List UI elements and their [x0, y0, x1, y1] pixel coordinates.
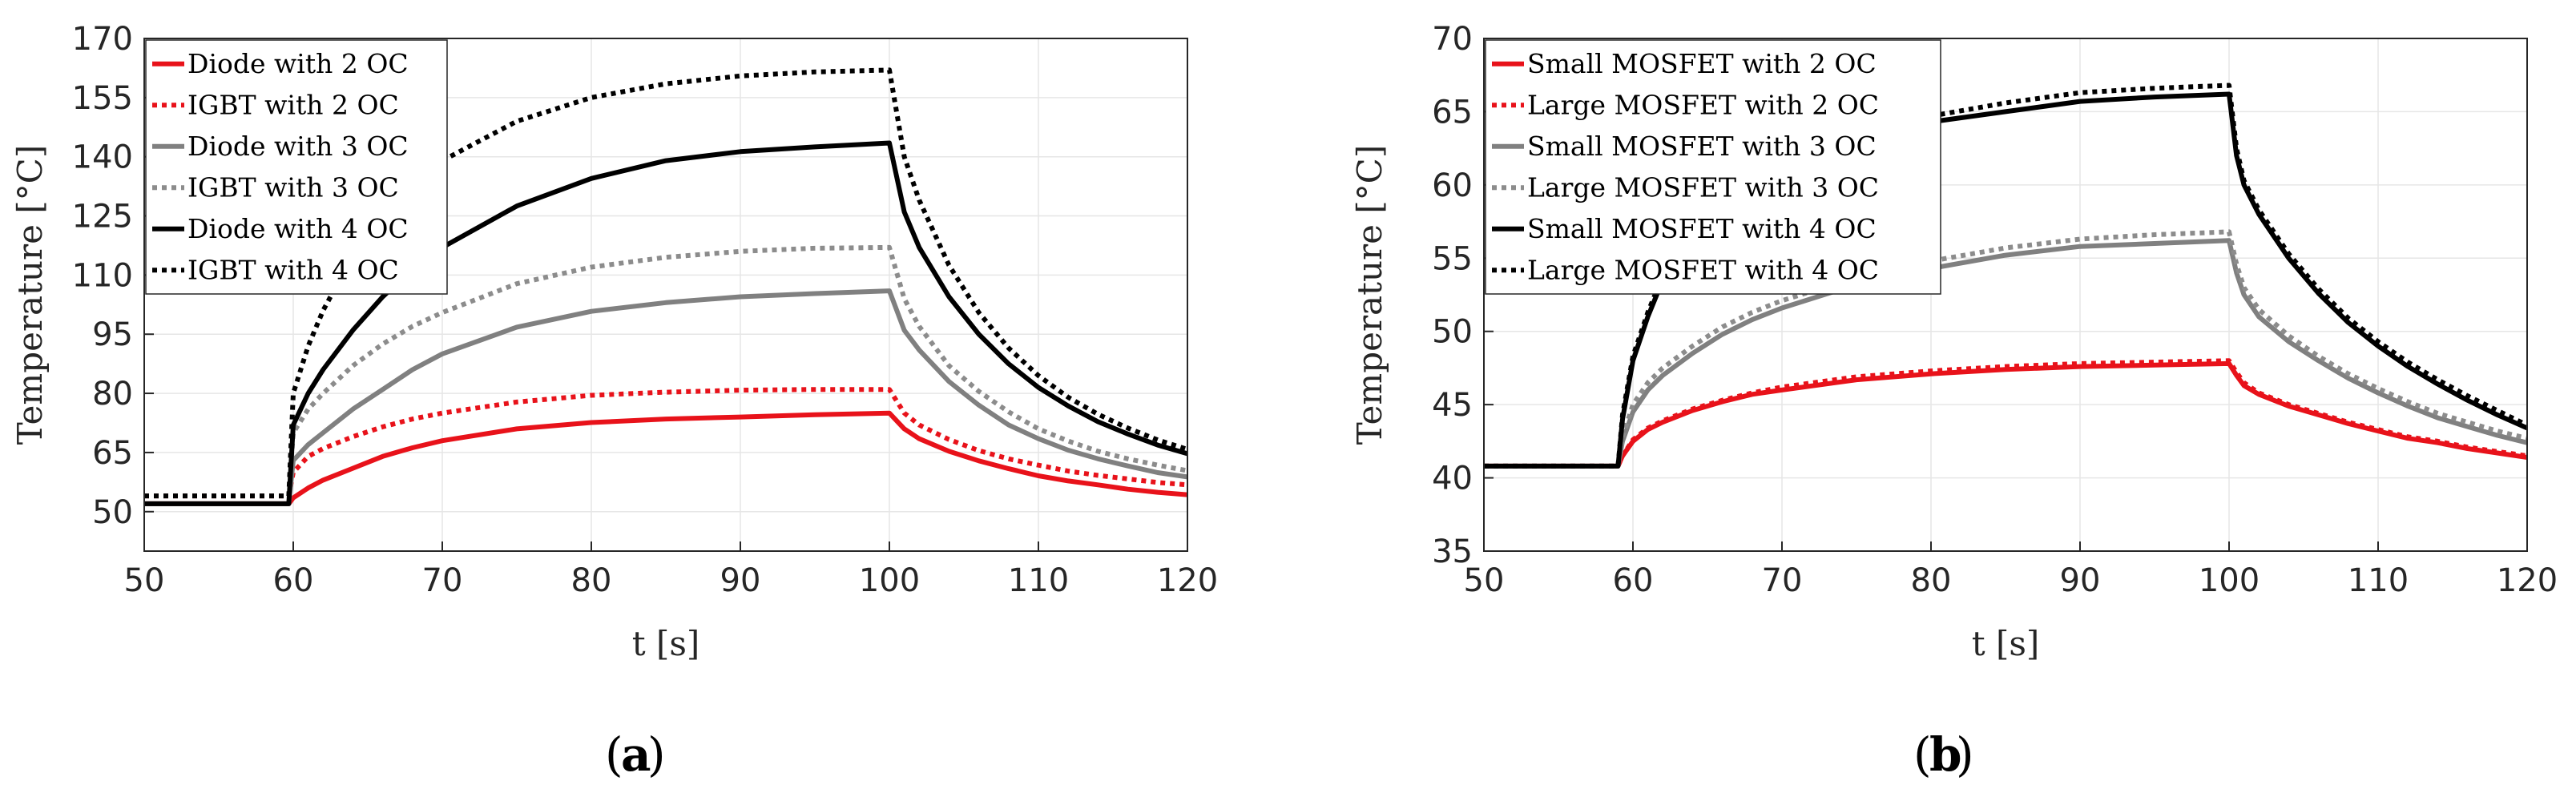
- series-group-a: [144, 67, 1187, 506]
- panel-label-a: ( a ): [605, 727, 666, 782]
- x-axis-label-b: t [s]: [1972, 624, 2040, 663]
- legend-entry-label: Large MOSFET with 4 OC: [1527, 254, 1879, 285]
- legend-entry-label: Small MOSFET with 2 OC: [1527, 48, 1877, 79]
- series-line-4: [144, 244, 1187, 499]
- x-tick-label: 80: [571, 562, 612, 599]
- legend-entry-label: IGBT with 3 OC: [187, 171, 399, 203]
- panel-label-b: ( b ): [1913, 727, 1974, 782]
- x-tick-label: 60: [273, 562, 314, 599]
- legend-entry-label: Diode with 2 OC: [187, 48, 409, 79]
- x-tick-label: 120: [1157, 562, 1218, 599]
- legend-b: Small MOSFET with 2 OC Large MOSFET with …: [1485, 39, 1941, 295]
- legend-entry-label: Diode with 3 OC: [187, 131, 409, 162]
- svg-text:): ): [1956, 727, 1974, 782]
- panel-label-a-text: a: [621, 727, 651, 782]
- series-line-3: [1484, 238, 2527, 469]
- series-line-5: [1484, 91, 2527, 469]
- legend-entry-label: Small MOSFET with 3 OC: [1527, 131, 1877, 162]
- x-tick-label: 90: [2060, 562, 2101, 599]
- x-tick-label: 60: [1613, 562, 1654, 599]
- x-tick-label: 70: [422, 562, 463, 599]
- y-tick-label: 65: [92, 435, 133, 472]
- x-tick-label: 90: [720, 562, 761, 599]
- x-tick-label: 100: [859, 562, 920, 599]
- chart-b: 50 60 70 80 90 100 110 120 35 40 45 50 55 60 65 70 t [s…: [1350, 21, 2558, 782]
- y-tick-label: 125: [72, 199, 133, 235]
- x-tick-label: 100: [2199, 562, 2260, 599]
- ticks-b: 50 60 70 80 90 100 110 120 35 40 45 50 55 60 65 70: [1432, 21, 2558, 599]
- panel-label-b-text: b: [1929, 727, 1962, 782]
- plot-frame-b: [1483, 38, 2528, 552]
- x-tick-label: 110: [1008, 562, 1069, 599]
- x-tick-label: 120: [2497, 562, 2558, 599]
- legend-entry-label: IGBT with 2 OC: [187, 89, 399, 120]
- chart-a: 50 60 70 80 90 100 110 120 50 65 80 95 110 125 140 155 1…: [10, 21, 1218, 782]
- plot-frame-a: [143, 38, 1188, 552]
- y-tick-label: 65: [1432, 94, 1473, 131]
- svg-text:(: (: [605, 727, 623, 782]
- legend-entry-label: IGBT with 4 OC: [187, 254, 399, 285]
- series-line-2: [144, 387, 1187, 499]
- x-tick-label: 70: [1762, 562, 1803, 599]
- y-tick-label: 40: [1432, 461, 1473, 497]
- legend-entry-label: Large MOSFET with 2 OC: [1527, 89, 1879, 120]
- series-line-5: [144, 140, 1187, 506]
- x-tick-label: 80: [1911, 562, 1952, 599]
- y-tick-label: 70: [1432, 21, 1473, 58]
- x-tick-label: 50: [124, 562, 165, 599]
- svg-text:): ): [647, 727, 666, 782]
- series-line-3: [144, 288, 1187, 506]
- y-tick-label: 50: [1432, 314, 1473, 351]
- x-tick-label: 110: [2348, 562, 2409, 599]
- series-line-6: [144, 67, 1187, 499]
- y-tick-label: 80: [92, 376, 133, 413]
- y-tick-label: 45: [1432, 387, 1473, 424]
- legend-box: [145, 39, 448, 295]
- y-tick-label: 55: [1432, 240, 1473, 277]
- legend-a: Diode with 2 OC IGBT with 2 OC Diode with …: [145, 39, 448, 295]
- y-tick-label: 140: [72, 139, 133, 176]
- y-tick-label: 170: [72, 21, 133, 58]
- x-tick-label: 50: [1464, 562, 1505, 599]
- y-axis-label-a: Temperature [°C]: [10, 145, 50, 445]
- series-line-1: [1484, 360, 2527, 469]
- y-tick-label: 35: [1432, 533, 1473, 570]
- y-tick-label: 95: [92, 316, 133, 353]
- ticks-a: 50 60 70 80 90 100 110 120 50 65 80 95 110 125 140 155 1…: [72, 21, 1219, 599]
- legend-box: [1485, 39, 1941, 295]
- legend-entry-label: Diode with 4 OC: [187, 213, 409, 244]
- y-tick-label: 50: [92, 494, 133, 531]
- legend-entry-label: Small MOSFET with 4 OC: [1527, 213, 1877, 244]
- y-axis-label-b: Temperature [°C]: [1350, 145, 1389, 445]
- x-axis-label-a: t [s]: [632, 624, 700, 663]
- y-tick-label: 155: [72, 80, 133, 117]
- y-tick-label: 110: [72, 257, 133, 294]
- legend-entry-label: Large MOSFET with 3 OC: [1527, 171, 1879, 203]
- series-line-4: [1484, 229, 2527, 469]
- y-tick-label: 60: [1432, 167, 1473, 204]
- series-line-1: [144, 410, 1187, 506]
- svg-text:(: (: [1913, 727, 1932, 782]
